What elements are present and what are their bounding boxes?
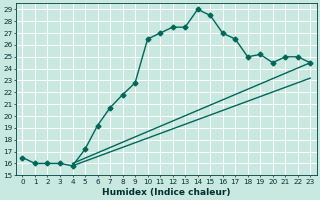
X-axis label: Humidex (Indice chaleur): Humidex (Indice chaleur)	[102, 188, 231, 197]
